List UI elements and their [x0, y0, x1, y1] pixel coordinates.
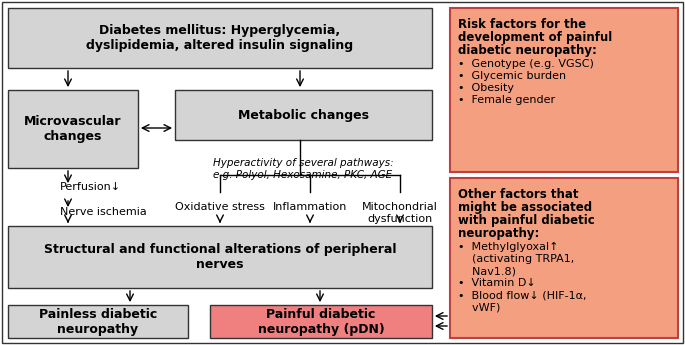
Text: •  Female gender: • Female gender — [458, 95, 555, 105]
FancyBboxPatch shape — [450, 178, 678, 338]
FancyBboxPatch shape — [8, 226, 432, 288]
Text: •  Vitamin D↓: • Vitamin D↓ — [458, 278, 536, 288]
Text: Structural and functional alterations of peripheral
nerves: Structural and functional alterations of… — [44, 243, 396, 271]
Text: •  Genotype (e.g. VGSC): • Genotype (e.g. VGSC) — [458, 59, 594, 69]
Text: Other factors that: Other factors that — [458, 188, 579, 201]
FancyBboxPatch shape — [8, 8, 432, 68]
Text: •  Glycemic burden: • Glycemic burden — [458, 71, 566, 81]
Text: •  Blood flow↓ (HIF-1α,: • Blood flow↓ (HIF-1α, — [458, 290, 586, 300]
Text: Mitochondrial
dysfunction: Mitochondrial dysfunction — [362, 202, 438, 224]
Text: development of painful: development of painful — [458, 31, 612, 44]
Text: Nav1.8): Nav1.8) — [458, 266, 516, 276]
FancyBboxPatch shape — [8, 305, 188, 338]
Text: Hyperactivity of several pathways:
e.g. Polyol, Hexosamine, PKC, AGE: Hyperactivity of several pathways: e.g. … — [212, 158, 393, 180]
FancyBboxPatch shape — [450, 8, 678, 172]
Text: Perfusion↓: Perfusion↓ — [60, 182, 121, 192]
Text: neuropathy:: neuropathy: — [458, 227, 539, 240]
Text: might be associated: might be associated — [458, 201, 592, 214]
Text: Microvascular
changes: Microvascular changes — [24, 115, 122, 143]
Text: diabetic neuropathy:: diabetic neuropathy: — [458, 44, 597, 57]
Text: Inflammation: Inflammation — [273, 202, 347, 212]
Text: Diabetes mellitus: Hyperglycemia,
dyslipidemia, altered insulin signaling: Diabetes mellitus: Hyperglycemia, dyslip… — [86, 24, 353, 52]
Text: Painless diabetic
neuropathy: Painless diabetic neuropathy — [39, 307, 157, 335]
Text: •  Methylglyoxal↑: • Methylglyoxal↑ — [458, 242, 558, 252]
Text: •  Obesity: • Obesity — [458, 83, 514, 93]
Text: vWF): vWF) — [458, 302, 500, 312]
Text: Nerve ischemia: Nerve ischemia — [60, 207, 147, 217]
FancyBboxPatch shape — [175, 90, 432, 140]
Text: Risk factors for the: Risk factors for the — [458, 18, 586, 31]
FancyBboxPatch shape — [210, 305, 432, 338]
Text: Metabolic changes: Metabolic changes — [238, 108, 369, 121]
Text: with painful diabetic: with painful diabetic — [458, 214, 595, 227]
Text: Oxidative stress: Oxidative stress — [175, 202, 265, 212]
Text: (activating TRPA1,: (activating TRPA1, — [458, 254, 574, 264]
FancyBboxPatch shape — [8, 90, 138, 168]
Text: Painful diabetic
neuropathy (pDN): Painful diabetic neuropathy (pDN) — [258, 307, 384, 335]
